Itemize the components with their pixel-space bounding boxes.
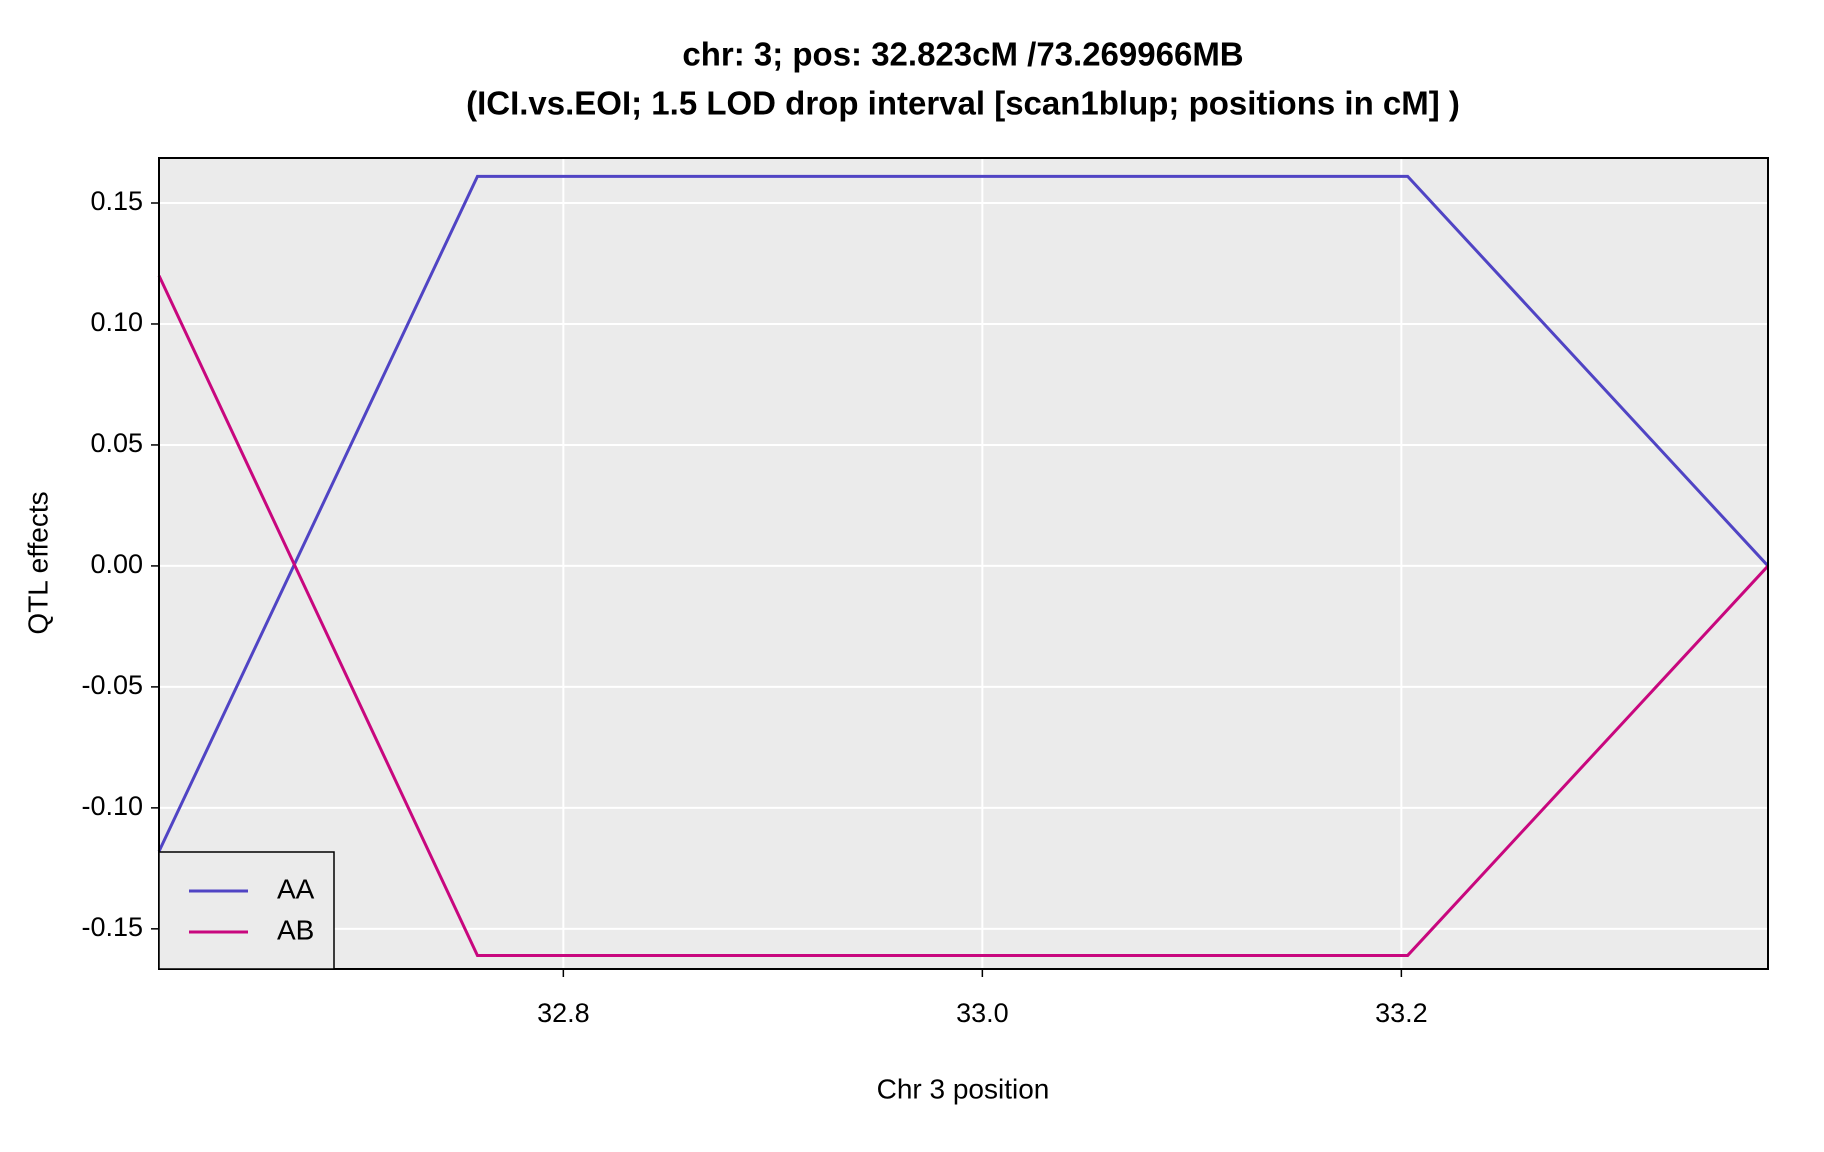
series-line: [157, 174, 1770, 853]
plot-border: [158, 157, 1769, 970]
x-axis-label: Chr 3 position: [877, 1073, 1050, 1104]
series-line: [157, 274, 1770, 957]
y-tick-label: -0.10: [81, 791, 143, 821]
legend-label: AA: [277, 873, 315, 904]
y-axis-label: QTL effects: [22, 491, 53, 634]
chart-subtitle: (ICI.vs.EOI; 1.5 LOD drop interval [scan…: [466, 85, 1460, 122]
y-tick-label: 0.10: [90, 307, 143, 337]
y-tick-label: 0.05: [90, 428, 143, 458]
x-tick-label: 32.8: [537, 998, 590, 1028]
plot-background: [159, 158, 1768, 969]
y-tick-label: -0.05: [81, 670, 143, 700]
legend-box: [158, 851, 335, 970]
y-tick-label: -0.15: [81, 912, 143, 942]
chart-title: chr: 3; pos: 32.823cM /73.269966MB: [682, 36, 1243, 73]
y-tick-label: 0.00: [90, 549, 143, 579]
x-tick-label: 33.2: [1375, 998, 1428, 1028]
legend-label: AB: [277, 914, 314, 945]
x-tick-label: 33.0: [956, 998, 1009, 1028]
y-tick-label: 0.15: [90, 186, 143, 216]
